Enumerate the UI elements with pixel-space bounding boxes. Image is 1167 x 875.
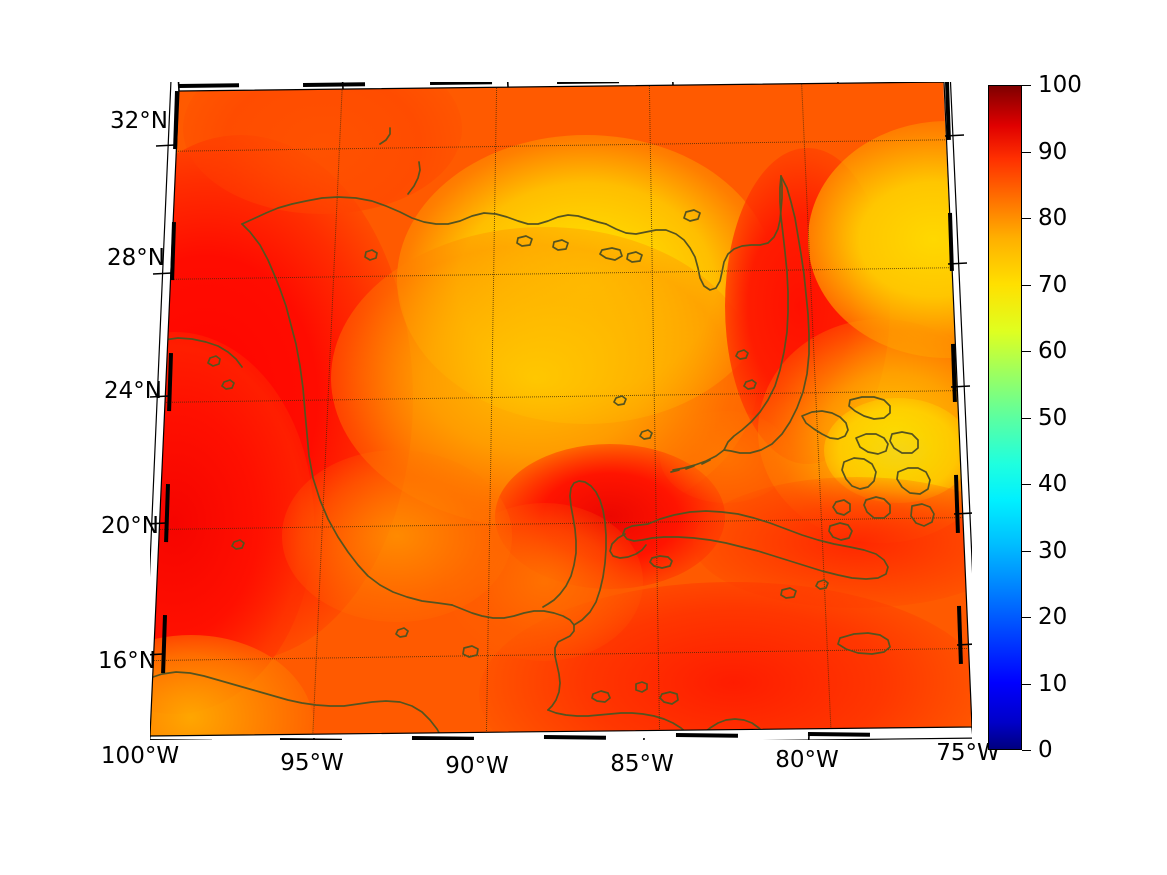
- lon-tick-label-100w: 100°W: [100, 743, 180, 769]
- colorbar-label-40: 40: [1038, 471, 1068, 497]
- lon-tick-label-85w: 85°W: [610, 751, 674, 777]
- lon-tick-label-90w: 90°W: [445, 753, 509, 779]
- colorbar-label-10: 10: [1038, 670, 1068, 697]
- colorbar-tick-100: [1022, 85, 1031, 86]
- colorbar-label-50: 50: [1038, 404, 1068, 431]
- colorbar-tick-40: [1022, 484, 1031, 485]
- colorbar-tick-0: [1022, 750, 1031, 751]
- colorbar-label-20: 20: [1038, 604, 1068, 630]
- colorbar-tick-50: [1022, 417, 1031, 419]
- colorbar[interactable]: 100 90 80 70 60 50 40 30 20 10 0: [988, 72, 1082, 763]
- colorbar-tick-60: [1022, 351, 1031, 352]
- colorbar-label-30: 30: [1038, 537, 1068, 564]
- colorbar-label-80: 80: [1038, 205, 1068, 231]
- colorbar-label-100: 100: [1038, 72, 1082, 98]
- lon-tick-label-95w: 95°W: [280, 750, 344, 776]
- colorbar-gradient: [988, 85, 1022, 750]
- colorbar-label-0: 0: [1038, 737, 1053, 763]
- lon-tick-label-80w: 80°W: [775, 747, 839, 773]
- colorbar-tick-20: [1022, 617, 1031, 618]
- map-data-layer: [150, 82, 972, 737]
- colorbar-tick-10: [1022, 683, 1031, 685]
- colorbar-tick-70: [1022, 284, 1031, 286]
- colorbar-tick-80: [1022, 218, 1031, 219]
- colorbar-tick-30: [1022, 550, 1031, 552]
- lat-tick-label-32n: 32°N: [110, 108, 168, 134]
- colorbar-label-60: 60: [1038, 338, 1068, 364]
- lat-tick-label-28n: 28°N: [107, 245, 165, 271]
- coastline-overlay: [150, 127, 935, 737]
- colorbar-label-70: 70: [1038, 271, 1068, 298]
- lat-tick-label-20n: 20°N: [101, 513, 159, 539]
- colorbar-label-90: 90: [1038, 138, 1068, 165]
- map-plot-area[interactable]: [150, 82, 972, 740]
- lat-tick-label-16n: 16°N: [98, 648, 156, 674]
- colorbar-tick-90: [1022, 151, 1031, 153]
- lat-tick-label-24n: 24°N: [104, 378, 162, 404]
